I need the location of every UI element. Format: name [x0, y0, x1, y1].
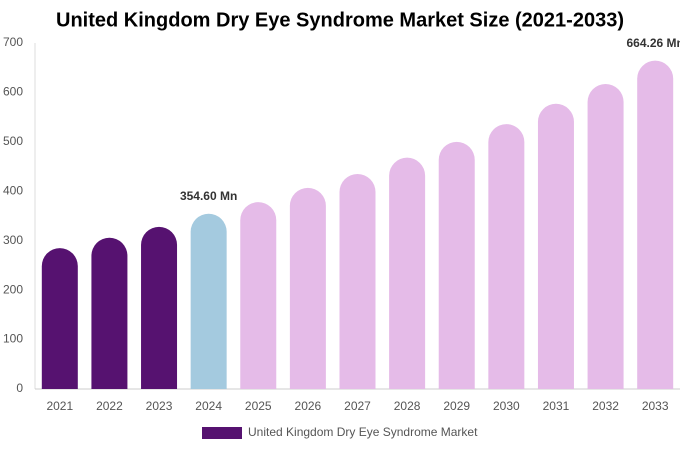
value-label: 664.26 Mn	[627, 36, 680, 50]
bar	[190, 213, 227, 389]
bar	[587, 84, 624, 390]
x-tick-label: 2027	[344, 399, 371, 413]
y-tick-label: 200	[3, 282, 23, 296]
bar	[240, 202, 277, 389]
x-tick-label: 2026	[295, 399, 322, 413]
y-tick-label: 700	[3, 35, 23, 49]
legend-swatch	[202, 427, 242, 439]
x-tick-label: 2029	[443, 399, 470, 413]
bar	[91, 237, 128, 389]
bar	[289, 187, 326, 389]
bar	[339, 173, 376, 389]
x-tick-label: 2023	[146, 399, 173, 413]
x-tick-label: 2033	[642, 399, 669, 413]
y-tick-label: 100	[3, 332, 23, 346]
y-tick-label: 0	[16, 381, 23, 395]
x-tick-label: 2024	[195, 399, 222, 413]
x-tick-label: 2032	[592, 399, 619, 413]
x-tick-label: 2031	[543, 399, 570, 413]
y-tick-label: 300	[3, 233, 23, 247]
bar	[537, 103, 574, 389]
x-tick-label: 2028	[394, 399, 421, 413]
legend-label: United Kingdom Dry Eye Syndrome Market	[248, 425, 478, 439]
bar	[637, 60, 674, 390]
bar	[141, 226, 178, 389]
y-tick-label: 600	[3, 85, 23, 99]
x-tick-label: 2022	[96, 399, 123, 413]
x-tick-label: 2030	[493, 399, 520, 413]
x-tick-label: 2025	[245, 399, 272, 413]
x-tick-label: 2021	[46, 399, 73, 413]
y-tick-label: 400	[3, 183, 23, 197]
value-label: 354.60 Mn	[180, 189, 237, 203]
y-tick-label: 500	[3, 134, 23, 148]
bar	[389, 157, 426, 389]
bar	[438, 141, 475, 389]
bar	[488, 124, 525, 389]
bar	[41, 248, 78, 389]
chart-title: United Kingdom Dry Eye Syndrome Market S…	[56, 9, 624, 31]
